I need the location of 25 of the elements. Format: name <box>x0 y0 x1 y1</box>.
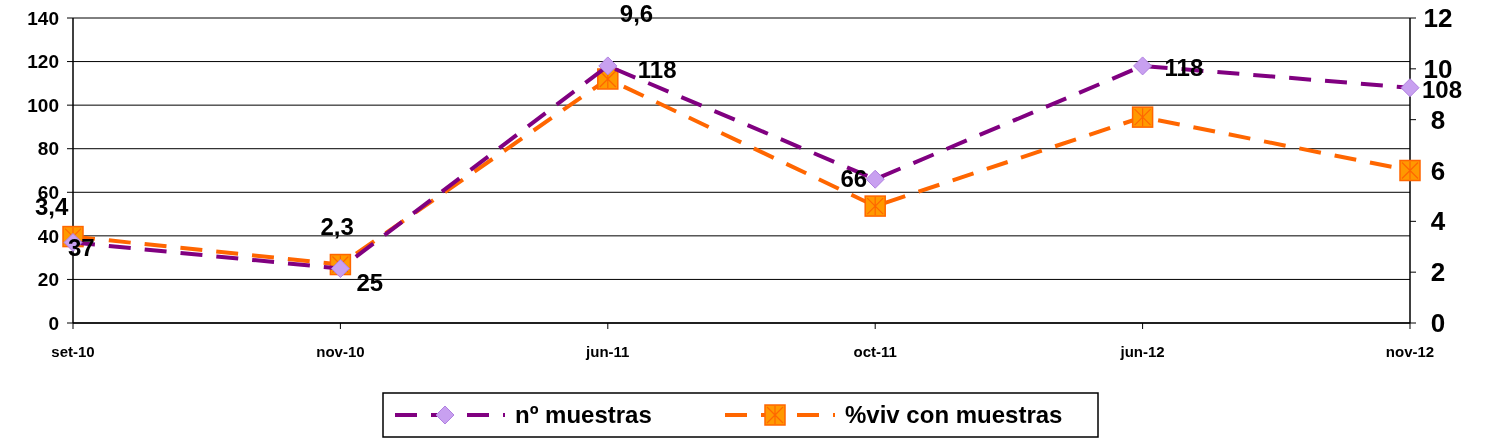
y-tick-label: 140 <box>27 7 59 29</box>
data-label: 9,6 <box>619 0 654 27</box>
legend-label: nº muestras <box>515 401 652 428</box>
x-tick-label: jun-11 <box>585 343 630 360</box>
data-label: 118 <box>637 55 677 83</box>
y-tick-label: 20 <box>37 269 59 291</box>
y2-tick-label: 6 <box>1430 155 1446 186</box>
y-tick-label: 40 <box>37 225 59 247</box>
y-tick-label: 100 <box>27 94 59 116</box>
data-label: 2,3 <box>320 212 354 240</box>
y-tick-label: 0 <box>48 312 59 334</box>
x-tick-label: nov-10 <box>316 343 365 360</box>
data-label: 66 <box>840 165 868 193</box>
y2-tick-label: 4 <box>1430 206 1446 237</box>
x-tick-label: oct-11 <box>853 343 897 360</box>
y-tick-label: 120 <box>27 51 59 73</box>
legend-label: %viv con muestras <box>845 401 1063 428</box>
y2-tick-label: 12 <box>1423 3 1453 34</box>
y2-tick-label: 2 <box>1430 257 1446 288</box>
y2-tick-label: 8 <box>1430 104 1446 135</box>
y-tick-label: 80 <box>37 138 59 160</box>
x-tick-label: nov-12 <box>1385 343 1435 360</box>
x-tick-label: set-10 <box>51 343 95 360</box>
y2-tick-label: 0 <box>1430 308 1446 339</box>
x-tick-label: jun-12 <box>1119 343 1165 360</box>
